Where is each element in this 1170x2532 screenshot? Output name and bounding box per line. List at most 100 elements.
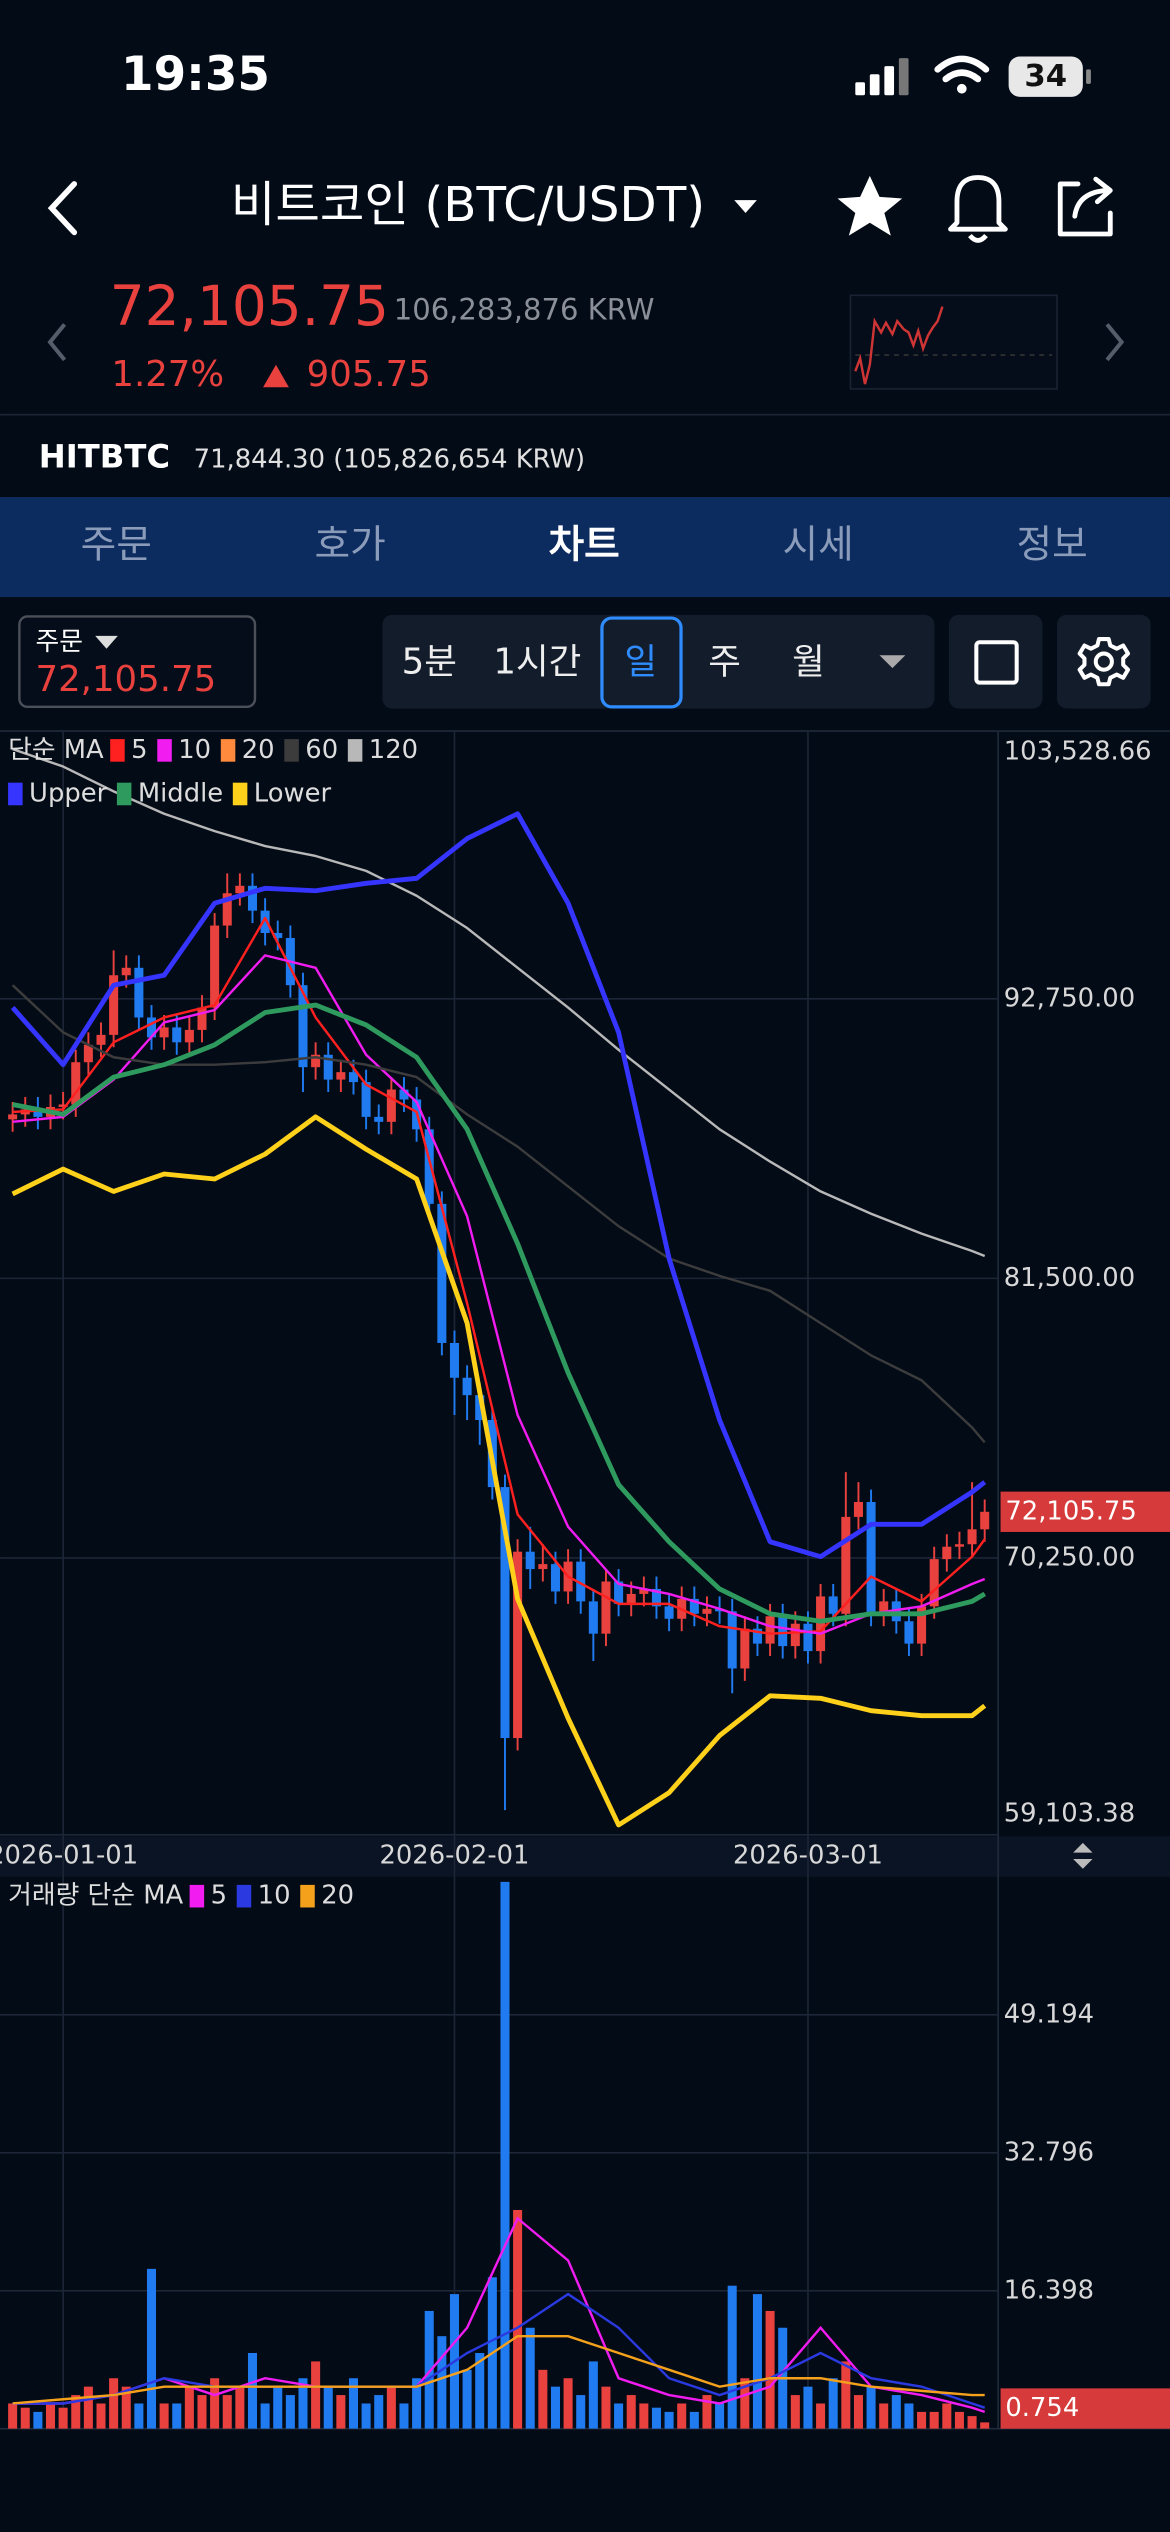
prev-coin[interactable] xyxy=(47,323,67,362)
tab-label[interactable]: 주문 xyxy=(81,523,152,568)
volume-bar xyxy=(222,2395,232,2429)
candle-body xyxy=(689,1598,699,1614)
legend-swatch xyxy=(284,739,299,762)
candle-body xyxy=(83,1044,93,1063)
order-caret[interactable] xyxy=(95,635,118,649)
interval-label[interactable]: 1시간 xyxy=(493,641,581,682)
legend-label: 120 xyxy=(369,735,418,765)
next-coin[interactable] xyxy=(1105,323,1125,362)
candle-body xyxy=(626,1593,636,1604)
tab-label[interactable]: 호가 xyxy=(315,523,386,568)
volume-bar xyxy=(513,2209,523,2429)
candle-body xyxy=(765,1616,775,1644)
candle-body xyxy=(260,910,270,934)
candle-body xyxy=(462,1377,472,1396)
alert-button[interactable] xyxy=(948,175,1008,243)
volume-bar xyxy=(45,2403,56,2429)
legend-label: 60 xyxy=(305,735,338,765)
volume-bar xyxy=(538,2369,548,2429)
candle-body xyxy=(424,1129,434,1204)
volume-bar xyxy=(550,2386,560,2429)
order-price[interactable]: 72,105.75 xyxy=(36,659,217,700)
candle-body xyxy=(740,1628,750,1669)
indicator-line xyxy=(10,811,987,1560)
candle-body xyxy=(197,1007,207,1030)
candle-body xyxy=(298,985,308,1068)
volume-bar xyxy=(374,2395,384,2429)
candle-body xyxy=(588,1601,598,1634)
date-axis-strip xyxy=(0,1836,1170,1877)
volume-bar xyxy=(891,2395,901,2429)
page-title[interactable]: 비트코인 (BTC/USDT) xyxy=(231,177,705,233)
candle-body xyxy=(614,1581,624,1604)
battery-icon xyxy=(1008,56,1083,97)
sparkline-box xyxy=(849,294,1058,390)
tab-label[interactable]: 시세 xyxy=(783,523,854,568)
legend-label: Upper xyxy=(29,778,108,808)
interval-label[interactable]: 주 xyxy=(708,641,741,682)
interval-label[interactable]: 일 xyxy=(624,641,657,682)
candle-body xyxy=(538,1564,548,1570)
candle-body xyxy=(601,1581,611,1634)
candle-body xyxy=(146,1017,157,1038)
back-button[interactable] xyxy=(47,181,78,236)
candle-body xyxy=(702,1608,712,1614)
candle-body xyxy=(942,1546,952,1560)
price-tag xyxy=(1000,1491,1170,1532)
volume-bar xyxy=(967,2416,977,2429)
candle-body xyxy=(664,1606,674,1619)
candle-body xyxy=(96,1034,106,1045)
indicator-line xyxy=(12,1002,986,1624)
y-tick-label: 59,103.38 xyxy=(1004,1798,1135,1828)
legend-title: 거래량 단순 MA xyxy=(8,1881,183,1911)
volume-bar xyxy=(942,2403,952,2429)
volume-bar xyxy=(765,2310,775,2429)
volume-bar xyxy=(727,2285,737,2429)
volume-bar xyxy=(361,2403,371,2429)
interval-label[interactable]: 5분 xyxy=(402,641,457,682)
candle-body xyxy=(109,975,119,1035)
favorite-button[interactable] xyxy=(837,175,903,236)
volume-bar xyxy=(273,2386,283,2429)
legend-label: 20 xyxy=(321,1881,354,1911)
order-box[interactable] xyxy=(18,615,257,709)
candle-body xyxy=(929,1559,939,1607)
volume-bar xyxy=(954,2411,964,2429)
candle-body xyxy=(386,1089,396,1122)
interval-more[interactable] xyxy=(879,655,906,669)
candle-body xyxy=(550,1564,560,1592)
share-button[interactable] xyxy=(1057,176,1113,237)
candle-body xyxy=(576,1561,586,1602)
chart-labels: 103,528.66 92,750.00 81,500.00 70,250.00 59,… xyxy=(0,735,1170,2429)
volume-bar xyxy=(841,2361,851,2429)
candle-body xyxy=(879,1601,889,1614)
order-label[interactable]: 주문 xyxy=(36,627,84,657)
exchange-name: HITBTC xyxy=(39,437,170,475)
candle-body xyxy=(525,1551,535,1570)
interval-label[interactable]: 월 xyxy=(792,641,825,682)
volume-bar xyxy=(412,2378,422,2429)
y-tick-label: 81,500.00 xyxy=(1004,1263,1135,1293)
volume-bar xyxy=(576,2395,586,2429)
title-caret[interactable] xyxy=(734,200,757,214)
candle-body xyxy=(803,1623,813,1652)
candle-body xyxy=(917,1606,927,1644)
volume-bar xyxy=(702,2395,712,2429)
candle-body xyxy=(841,1516,851,1614)
tab-label[interactable]: 차트 xyxy=(549,523,620,568)
indicator-line xyxy=(12,916,986,1635)
tab-label[interactable]: 정보 xyxy=(1017,523,1088,568)
resize-handle[interactable] xyxy=(1073,1842,1093,1869)
volume-bar xyxy=(904,2403,914,2429)
volume-ma-line xyxy=(12,2334,985,2405)
volume-bar xyxy=(235,2386,245,2429)
volume-bar xyxy=(651,2407,661,2429)
draw-button[interactable] xyxy=(948,614,1043,709)
volume-bar xyxy=(790,2395,800,2429)
volume-bar xyxy=(563,2378,573,2429)
exchange-price: 71,844.30 (105,826,654 KRW) xyxy=(194,444,585,474)
volume-bar xyxy=(588,2361,598,2429)
volume-bar xyxy=(8,2403,18,2429)
settings-button[interactable] xyxy=(1057,614,1151,709)
volume-bar xyxy=(626,2395,636,2429)
